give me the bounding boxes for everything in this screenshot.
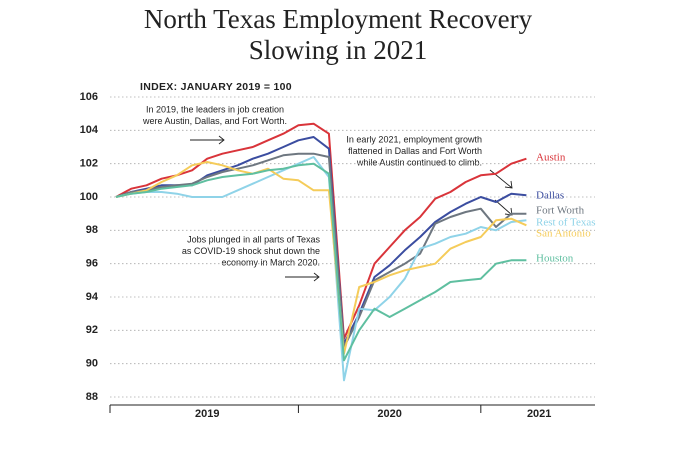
series-label: Fort Worth [536,205,585,217]
x-tick-label: 2020 [377,408,401,420]
arrow [489,169,513,189]
subtitle: INDEX: JANUARY 2019 = 100 [140,81,292,93]
annotation: economy in March 2020. [221,257,320,267]
annotation: In 2019, the leaders in job creation [146,104,284,114]
series-label: Rest of Texas [536,217,596,229]
annotation: Jobs plunged in all parts of Texas [187,234,320,244]
series-line [115,156,527,382]
annotation: In early 2021, employment growth [346,134,482,144]
x-tick-label: 2019 [195,408,219,420]
y-tick-label: 106 [80,91,98,103]
series-label: Dallas [536,190,564,202]
y-tick-label: 98 [86,224,98,236]
series-line [115,161,527,355]
chart-title: Slowing in 2021 [249,35,428,65]
y-tick-label: 100 [80,191,98,203]
y-tick-label: 88 [86,391,98,403]
arrow [190,135,225,145]
annotation: as COVID-19 shock shut down the [182,246,320,256]
series-label: San Antonio [536,228,591,240]
y-tick-label: 92 [86,324,98,336]
series-line [115,162,527,362]
x-tick-label: 2021 [527,408,551,420]
y-tick-label: 104 [80,124,99,136]
series-line [115,122,527,340]
annotation: were Austin, Dallas, and Fort Worth. [142,116,287,126]
series-label: Houston [536,253,574,265]
y-tick-label: 102 [80,158,98,170]
arrow [285,272,320,282]
annotation: while Austin continued to climb. [356,157,482,167]
chart-title: North Texas Employment Recovery [144,4,533,34]
series-label: Austin [536,152,566,164]
series-line [115,152,527,348]
arrow [494,199,513,216]
y-tick-label: 96 [86,258,98,270]
y-tick-label: 90 [86,358,98,370]
annotation: flattened in Dallas and Fort Worth [348,146,482,156]
y-tick-label: 94 [86,291,99,303]
